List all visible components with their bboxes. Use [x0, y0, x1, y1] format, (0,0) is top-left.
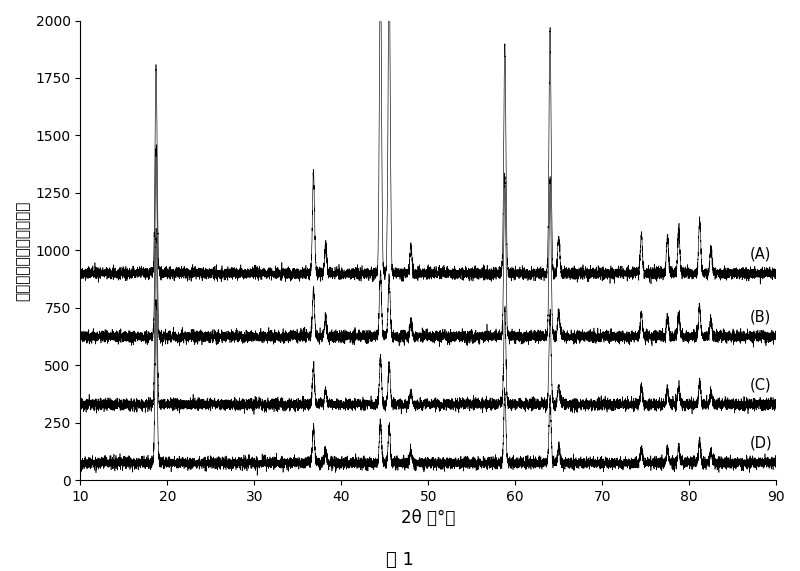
Text: (C): (C): [750, 377, 772, 392]
X-axis label: 2θ （°）: 2θ （°）: [401, 509, 455, 528]
Text: (B): (B): [750, 309, 771, 324]
Text: 图 1: 图 1: [386, 551, 414, 569]
Y-axis label: 强度（任意单位，计数）: 强度（任意单位，计数）: [15, 200, 30, 300]
Text: (D): (D): [750, 436, 773, 451]
Text: (A): (A): [750, 246, 771, 262]
